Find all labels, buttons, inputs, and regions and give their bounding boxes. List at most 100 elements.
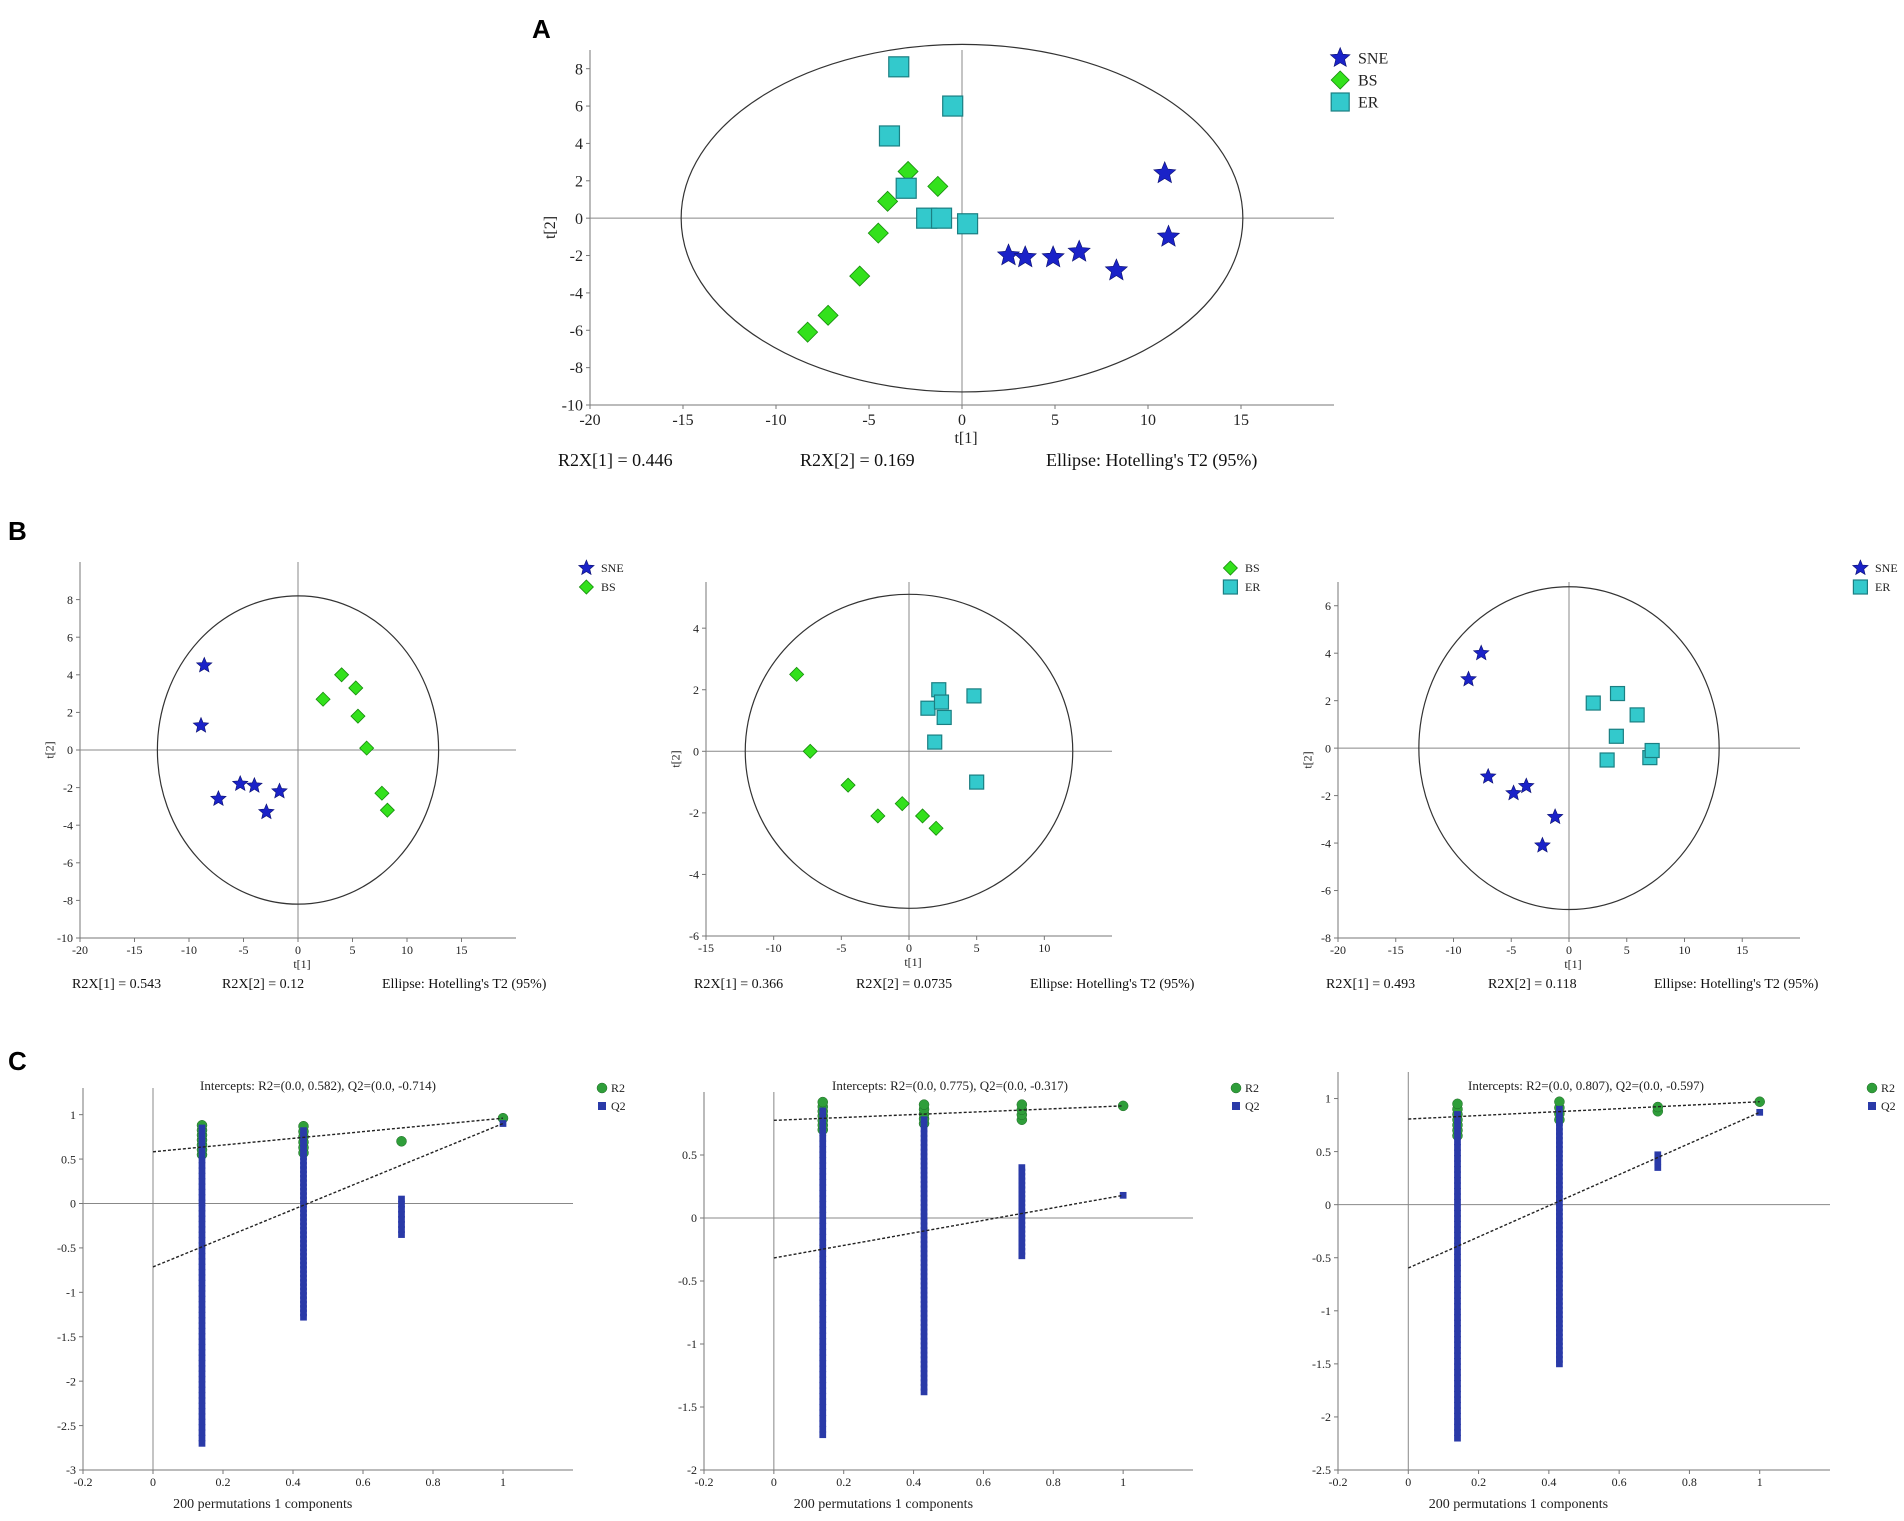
point-sne — [1067, 239, 1091, 262]
x-tick-label: 0 — [1566, 943, 1572, 957]
point-q2 — [198, 1151, 206, 1159]
point-q2 — [819, 1200, 827, 1208]
point-q2 — [1018, 1252, 1026, 1260]
point-q2 — [819, 1195, 827, 1203]
point-q2 — [920, 1300, 928, 1308]
point-sne — [1505, 784, 1522, 801]
point-q2 — [1556, 1293, 1563, 1301]
point-r2 — [918, 1099, 930, 1110]
point-q2 — [1556, 1154, 1563, 1162]
y-tick-label: 0 — [575, 211, 583, 228]
y-tick-label: -6 — [689, 929, 699, 943]
point-q2 — [300, 1196, 307, 1204]
point-q2 — [198, 1284, 206, 1292]
point-q2 — [1756, 1108, 1764, 1116]
panel-label-a: A — [532, 14, 551, 44]
point-q2 — [1556, 1244, 1563, 1252]
y-tick-label: 0 — [693, 745, 699, 759]
legend-label-q2: Q2 — [1245, 1099, 1260, 1113]
trend-line-q2 — [773, 1194, 1124, 1259]
point-q2 — [198, 1247, 206, 1255]
point-q2 — [1454, 1347, 1461, 1354]
point-q2 — [920, 1388, 928, 1396]
y-tick-label: -8 — [1321, 931, 1331, 945]
point-er — [1629, 707, 1645, 723]
point-q2 — [1556, 1159, 1563, 1167]
caption-1: R2X[1] = 0.543 — [72, 977, 161, 992]
point-q2 — [1454, 1171, 1461, 1179]
x-tick-label: 10 — [1038, 941, 1050, 955]
point-q2 — [1454, 1149, 1461, 1157]
point-q2 — [398, 1231, 405, 1238]
point-q2 — [198, 1188, 206, 1196]
point-q2 — [1454, 1330, 1461, 1338]
point-sne — [257, 803, 275, 820]
point-q2 — [920, 1379, 928, 1387]
point-q2 — [1018, 1234, 1026, 1242]
point-sne — [1546, 808, 1564, 825]
point-q2 — [1654, 1164, 1662, 1171]
point-q2 — [198, 1375, 206, 1383]
point-q2 — [198, 1274, 206, 1282]
point-q2 — [1556, 1248, 1563, 1256]
x-tick-label: 5 — [1051, 412, 1059, 429]
x-tick-label: 0 — [958, 412, 966, 429]
point-q2 — [1556, 1324, 1563, 1332]
x-tick-label: -10 — [181, 943, 197, 957]
point-q2 — [920, 1222, 928, 1230]
point-q2 — [300, 1313, 307, 1321]
point-q2 — [198, 1145, 206, 1153]
point-q2 — [1018, 1208, 1026, 1216]
point-bs — [849, 265, 871, 287]
point-q2 — [920, 1383, 928, 1391]
point-q2 — [920, 1190, 928, 1197]
point-q2 — [1454, 1198, 1461, 1206]
point-q2 — [198, 1386, 206, 1394]
point-q2 — [1556, 1119, 1563, 1126]
point-q2 — [198, 1263, 206, 1271]
point-q2 — [198, 1252, 206, 1260]
x-tick-label: -10 — [765, 412, 786, 429]
point-q2 — [198, 1338, 206, 1346]
point-q2 — [1556, 1132, 1563, 1140]
x-tick-label: -15 — [698, 941, 714, 955]
y-tick-label: -10 — [57, 931, 73, 945]
point-q2 — [819, 1239, 827, 1246]
hotelling-ellipse — [744, 593, 1074, 909]
point-q2 — [1454, 1160, 1461, 1168]
point-q2 — [1454, 1314, 1461, 1321]
point-q2 — [1454, 1165, 1461, 1173]
y-tick-label: 2 — [1325, 694, 1331, 708]
point-r2 — [1652, 1101, 1664, 1113]
point-er — [888, 56, 910, 78]
point-q2 — [819, 1206, 827, 1214]
point-q2 — [819, 1124, 827, 1131]
y-tick-label: -4 — [63, 818, 73, 832]
point-q2 — [1454, 1215, 1461, 1223]
point-bs — [894, 796, 910, 812]
point-q2 — [198, 1322, 206, 1330]
point-q2 — [198, 1178, 206, 1185]
y-tick-label: 6 — [1325, 599, 1331, 613]
point-q2 — [920, 1171, 928, 1179]
point-q2 — [819, 1327, 827, 1334]
point-er — [878, 125, 901, 147]
point-q2 — [819, 1173, 827, 1181]
point-q2 — [819, 1184, 827, 1192]
caption-3: Ellipse: Hotelling's T2 (95%) — [1046, 450, 1257, 471]
y-tick-label: -4 — [570, 285, 583, 302]
point-q2 — [1556, 1271, 1563, 1278]
y-tick-label: 0 — [691, 1211, 697, 1225]
point-q2 — [920, 1157, 928, 1165]
point-q2 — [819, 1310, 827, 1318]
point-q2 — [300, 1188, 307, 1195]
y-tick-label: 2 — [575, 173, 583, 190]
point-q2 — [198, 1124, 206, 1132]
point-q2 — [1454, 1352, 1461, 1360]
point-q2 — [1454, 1423, 1461, 1431]
score-plot-b-bs-er: -15 -10 -5 0 5 10 -6 -4 -2 0 2 4 t[1] t[2] R2X[1] = 0.… — [669, 560, 1260, 992]
point-q2 — [920, 1240, 928, 1248]
point-q2 — [300, 1192, 307, 1200]
x-tick-label: -5 — [836, 941, 846, 955]
point-er — [942, 95, 964, 117]
